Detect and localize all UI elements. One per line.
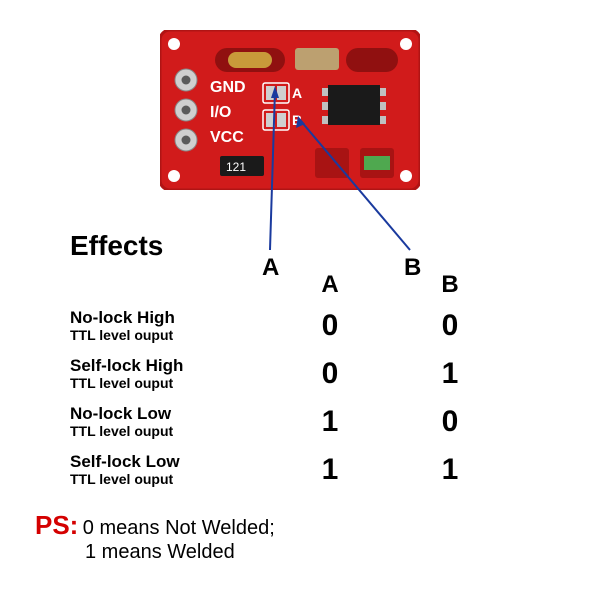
pcb-module: GND I/O VCC A B 121 xyxy=(160,30,420,190)
svg-text:A: A xyxy=(292,85,302,101)
table-header-row: A B xyxy=(70,268,540,302)
val-b: 1 xyxy=(390,357,510,391)
svg-text:GND: GND xyxy=(210,79,246,96)
table-row: Self-lock High TTL level ouput 0 1 xyxy=(70,350,540,398)
effect-main: No-lock High xyxy=(70,309,270,328)
effect-sub: TTL level ouput xyxy=(70,472,270,487)
table-row: No-lock Low TTL level ouput 1 0 xyxy=(70,398,540,446)
val-a: 0 xyxy=(270,309,390,343)
val-b: 0 xyxy=(390,309,510,343)
svg-text:B: B xyxy=(292,112,302,128)
col-header-b: B xyxy=(390,271,510,299)
ps-section: PS: 0 means Not Welded; 1 means Welded xyxy=(35,510,275,564)
val-a: 1 xyxy=(270,453,390,487)
svg-text:121: 121 xyxy=(226,160,246,174)
effect-main: Self-lock High xyxy=(70,357,270,376)
svg-text:I/O: I/O xyxy=(210,104,231,121)
val-a: 0 xyxy=(270,357,390,391)
table-row: No-lock High TTL level ouput 0 0 xyxy=(70,302,540,350)
table-row: Self-lock Low TTL level ouput 1 1 xyxy=(70,446,540,494)
pcb-svg: GND I/O VCC A B 121 xyxy=(160,30,420,190)
val-a: 1 xyxy=(270,405,390,439)
effect-sub: TTL level ouput xyxy=(70,424,270,439)
ps-label: PS: xyxy=(35,510,78,540)
effects-content: Effects A B No-lock High TTL level ouput… xyxy=(70,230,540,494)
effects-table: A B No-lock High TTL level ouput 0 0 Sel… xyxy=(70,268,540,494)
svg-text:VCC: VCC xyxy=(210,129,244,146)
val-b: 1 xyxy=(390,453,510,487)
effect-sub: TTL level ouput xyxy=(70,328,270,343)
effect-main: Self-lock Low xyxy=(70,453,270,472)
ps-line2: 1 means Welded xyxy=(85,541,275,564)
effects-heading: Effects xyxy=(70,230,540,262)
ps-line1: 0 means Not Welded; xyxy=(83,517,275,539)
col-header-a: A xyxy=(270,271,390,299)
val-b: 0 xyxy=(390,405,510,439)
effect-sub: TTL level ouput xyxy=(70,376,270,391)
effect-main: No-lock Low xyxy=(70,405,270,424)
